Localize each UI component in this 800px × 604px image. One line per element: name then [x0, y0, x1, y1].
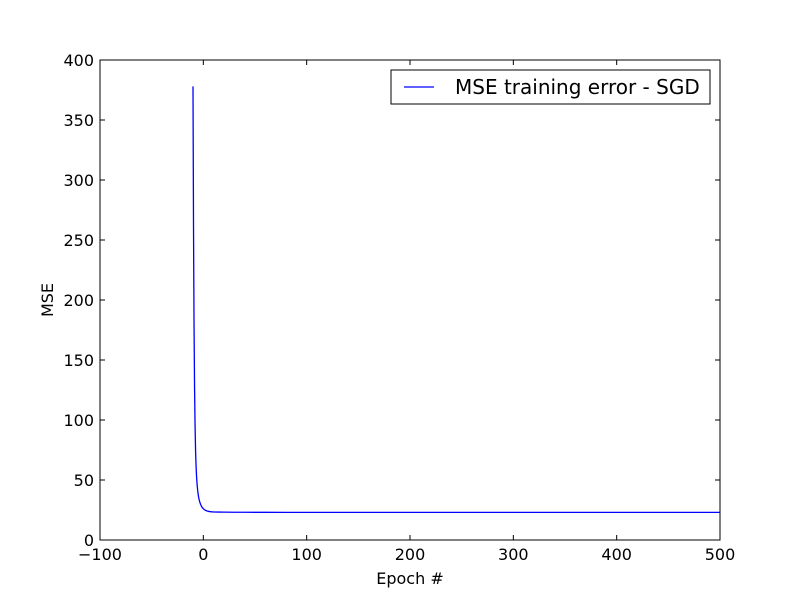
y-tick-label: 350: [63, 111, 94, 130]
x-tick-label: 500: [705, 545, 736, 564]
y-tick-label: 400: [63, 51, 94, 70]
y-tick-label: 300: [63, 171, 94, 190]
x-tick-label: 0: [198, 545, 208, 564]
x-axis-ticks: −100 0 100 200 300 400 500: [78, 60, 735, 564]
y-tick-label: 150: [63, 351, 94, 370]
y-axis-label: MSE: [38, 283, 57, 317]
y-axis-ticks: 0 50 100 150 200 250 300 350 400: [63, 51, 720, 550]
y-tick-label: 0: [84, 531, 94, 550]
x-tick-label: 200: [395, 545, 426, 564]
legend-box: [390, 69, 711, 105]
x-tick-label: 300: [498, 545, 529, 564]
x-tick-label: 400: [601, 545, 632, 564]
series-line-0: [192, 86, 720, 514]
plot-lines: [192, 86, 720, 514]
legend-entry-label: MSE training error - SGD: [455, 75, 700, 99]
x-axis-label: Epoch #: [376, 569, 443, 588]
y-tick-label: 200: [63, 291, 94, 310]
x-tick-label: −100: [78, 545, 122, 564]
y-tick-label: 50: [74, 471, 94, 490]
y-tick-label: 250: [63, 231, 94, 250]
y-tick-label: 100: [63, 411, 94, 430]
x-tick-label: 100: [291, 545, 322, 564]
legend: MSE training error - SGD: [390, 69, 711, 105]
